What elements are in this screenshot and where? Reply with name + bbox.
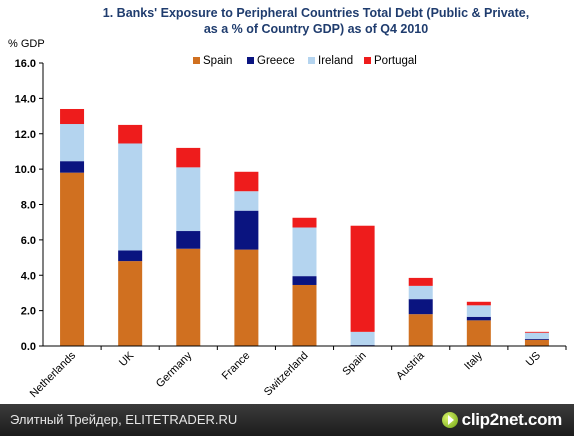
bar-segment-ireland [292, 227, 317, 277]
bar-segment-greece [234, 210, 259, 250]
bar-segment-ireland [350, 331, 375, 346]
bar-segment-portugal [350, 225, 375, 332]
x-axis-labels: Netherlands UK Germany France Switzerland Spa… [28, 346, 567, 400]
y-tick-label: 8.0 [21, 200, 36, 212]
x-tick-label: Netherlands [28, 349, 79, 400]
legend-swatch-spain [193, 57, 200, 64]
x-tick-label: Switzerland [262, 350, 311, 399]
legend: Spain Greece Ireland Portugal [193, 55, 417, 67]
bar-segment-ireland [118, 143, 143, 251]
bar-segment-ireland [466, 305, 491, 317]
y-tick-label: 10.0 [15, 164, 36, 176]
legend-label: Ireland [318, 55, 353, 67]
bar-segment-portugal [292, 217, 317, 228]
y-tick-label: 12.0 [15, 129, 36, 141]
legend-swatch-ireland [308, 57, 315, 64]
bar-segment-spain [524, 339, 549, 346]
x-tick-label: Spain [340, 350, 368, 378]
legend-swatch-greece [247, 57, 254, 64]
bar-segment-ireland [176, 167, 201, 232]
x-tick-label: Germany [154, 349, 195, 390]
bars [60, 108, 549, 346]
legend-label: Spain [203, 55, 232, 67]
bar-segment-ireland [524, 332, 549, 339]
y-tick-label: 16.0 [15, 58, 36, 70]
chart-title-line-2: as a % of Country GDP) as of Q4 2010 [204, 22, 428, 36]
bar-segment-spain [118, 261, 143, 346]
bar-segment-ireland [60, 124, 85, 162]
stacked-bar-chart: 1. Banks' Exposure to Peripheral Countri… [8, 6, 567, 400]
bar-segment-greece [118, 250, 143, 262]
legend-label: Portugal [374, 55, 417, 67]
footer-site-text: Элитный Трейдер, ELITETRADER.RU [10, 412, 238, 427]
logo-text: clip2net.com [461, 410, 563, 429]
bar-segment-spain [60, 172, 85, 346]
bar-segment-portugal [524, 331, 549, 333]
bar-segment-portugal [60, 108, 85, 125]
y-tick-label: 4.0 [21, 270, 36, 282]
footer-bar: Элитный Трейдер, ELITETRADER.RU clip2net… [0, 404, 574, 436]
bar-segment-greece [524, 338, 549, 340]
axes [42, 63, 566, 347]
legend-swatch-portugal [364, 57, 371, 64]
bar-segment-portugal [408, 277, 433, 286]
bar-segment-portugal [176, 147, 201, 168]
y-tick-label: 14.0 [15, 93, 36, 105]
bar-segment-spain [234, 249, 259, 346]
x-tick-label: UK [117, 349, 137, 369]
bar-segment-spain [466, 320, 491, 346]
chart-title-line-1: 1. Banks' Exposure to Peripheral Countri… [103, 6, 529, 20]
legend-label: Greece [257, 55, 295, 67]
bar-segment-greece [60, 161, 85, 173]
y-tick-label: 6.0 [21, 235, 36, 247]
y-axis-ticks: 0.0 2.0 4.0 6.0 8.0 10.0 12.0 14.0 16.0 [15, 58, 43, 353]
y-tick-label: 2.0 [21, 306, 36, 318]
x-tick-label: Italy [462, 349, 485, 372]
bar-segment-greece [408, 299, 433, 315]
bar-segment-greece [466, 316, 491, 321]
x-tick-label: France [220, 350, 253, 383]
y-tick-label: 0.0 [21, 341, 36, 353]
bar-segment-greece [292, 276, 317, 285]
bar-segment-spain [408, 314, 433, 346]
x-tick-label: Austria [394, 349, 427, 382]
bar-segment-ireland [234, 191, 259, 211]
bar-segment-ireland [408, 285, 433, 300]
bar-segment-spain [292, 284, 317, 346]
bar-segment-portugal [234, 171, 259, 192]
bar-segment-portugal [466, 301, 491, 306]
play-icon [441, 412, 458, 428]
bar-segment-portugal [118, 124, 143, 144]
clip2net-logo: clip2net.com [441, 409, 563, 431]
bar-segment-spain [176, 248, 201, 346]
x-tick-label: US [524, 350, 543, 369]
y-axis-label: % GDP [8, 38, 45, 50]
bar-segment-greece [176, 231, 201, 249]
